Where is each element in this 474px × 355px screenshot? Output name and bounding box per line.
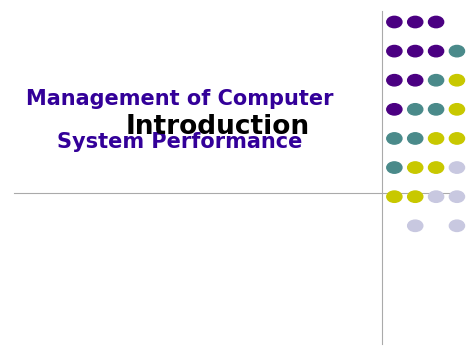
Circle shape [408, 75, 423, 86]
Circle shape [449, 133, 465, 144]
Circle shape [428, 16, 444, 28]
Circle shape [428, 104, 444, 115]
Circle shape [428, 191, 444, 202]
Circle shape [387, 191, 402, 202]
Circle shape [387, 45, 402, 57]
Circle shape [408, 45, 423, 57]
Circle shape [428, 45, 444, 57]
Circle shape [449, 162, 465, 173]
Circle shape [449, 220, 465, 231]
Circle shape [408, 191, 423, 202]
Text: Management of Computer: Management of Computer [27, 89, 334, 109]
Circle shape [408, 162, 423, 173]
Circle shape [428, 162, 444, 173]
Circle shape [428, 133, 444, 144]
Circle shape [408, 16, 423, 28]
Text: Introduction: Introduction [126, 114, 310, 140]
Circle shape [387, 16, 402, 28]
Circle shape [387, 75, 402, 86]
Circle shape [428, 75, 444, 86]
Circle shape [387, 133, 402, 144]
Circle shape [449, 45, 465, 57]
Circle shape [449, 191, 465, 202]
Circle shape [449, 104, 465, 115]
Circle shape [387, 104, 402, 115]
Circle shape [408, 104, 423, 115]
Text: System Performance: System Performance [57, 132, 303, 152]
Circle shape [449, 75, 465, 86]
Circle shape [408, 220, 423, 231]
Circle shape [408, 133, 423, 144]
Circle shape [387, 162, 402, 173]
